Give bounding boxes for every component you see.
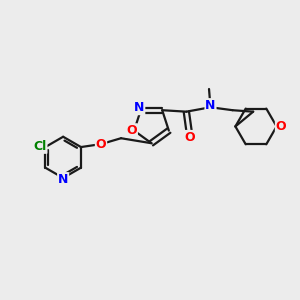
Text: Cl: Cl bbox=[33, 140, 46, 153]
Text: N: N bbox=[205, 99, 216, 112]
Text: O: O bbox=[126, 124, 137, 137]
Text: O: O bbox=[96, 138, 106, 151]
Text: O: O bbox=[184, 131, 195, 144]
Text: N: N bbox=[58, 173, 68, 186]
Text: O: O bbox=[276, 120, 286, 133]
Text: N: N bbox=[134, 101, 145, 114]
